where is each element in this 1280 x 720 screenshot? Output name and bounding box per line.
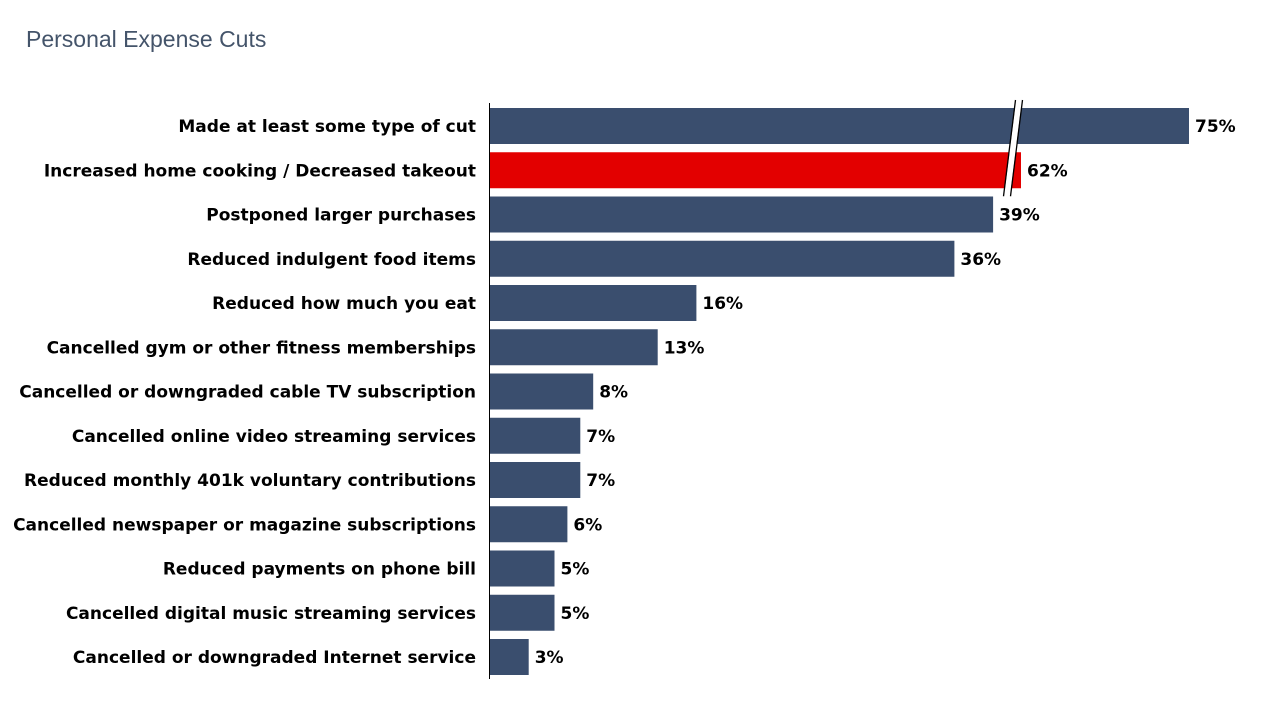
- category-label: Reduced indulgent food items: [187, 250, 476, 270]
- bar: [490, 417, 581, 454]
- category-label: Cancelled digital music streaming servic…: [66, 604, 476, 624]
- category-label: Reduced how much you eat: [212, 294, 476, 314]
- axis-break-mark: [1009, 99, 1024, 197]
- bar: [490, 462, 581, 498]
- bar: [490, 594, 555, 631]
- bar: [490, 373, 594, 410]
- category-label: Increased home cooking / Decreased takeo…: [44, 161, 476, 181]
- bar: [490, 196, 994, 233]
- bar: [490, 285, 697, 321]
- axis-break-mark: [1002, 99, 1017, 197]
- bar: [490, 240, 955, 277]
- category-label: Cancelled newspaper or magazine subscrip…: [13, 515, 476, 535]
- bar: [490, 506, 568, 543]
- data-label: 7%: [586, 471, 615, 491]
- bar: [490, 108, 1189, 144]
- data-label: 36%: [960, 250, 1001, 270]
- category-label: Reduced monthly 401k voluntary contribut…: [24, 471, 476, 491]
- bar: [490, 329, 658, 366]
- data-label: 62%: [1027, 161, 1068, 181]
- category-label: Cancelled online video streaming service…: [72, 427, 476, 447]
- data-label: 6%: [573, 515, 602, 535]
- data-label: 39%: [999, 206, 1040, 226]
- data-label: 8%: [599, 383, 628, 403]
- data-label: 5%: [561, 560, 590, 580]
- axis-break-gap: [1004, 100, 1022, 197]
- data-label: 16%: [702, 294, 743, 314]
- data-label: 13%: [664, 338, 705, 358]
- category-label: Made at least some type of cut: [178, 117, 476, 137]
- bar: [490, 639, 529, 675]
- category-label: Cancelled or downgraded Internet service: [73, 648, 476, 668]
- data-label: 75%: [1195, 117, 1236, 137]
- category-label: Cancelled or downgraded cable TV subscri…: [19, 383, 476, 403]
- page-title: Personal Expense Cuts: [26, 26, 267, 52]
- bar: [490, 550, 555, 587]
- category-label: Cancelled gym or other fitness membershi…: [47, 338, 476, 358]
- data-label: 7%: [586, 427, 615, 447]
- category-label: Reduced payments on phone bill: [163, 560, 476, 580]
- category-label: Postponed larger purchases: [206, 206, 476, 226]
- data-label: 5%: [561, 604, 590, 624]
- bar: [490, 152, 1021, 189]
- data-label: 3%: [535, 648, 564, 668]
